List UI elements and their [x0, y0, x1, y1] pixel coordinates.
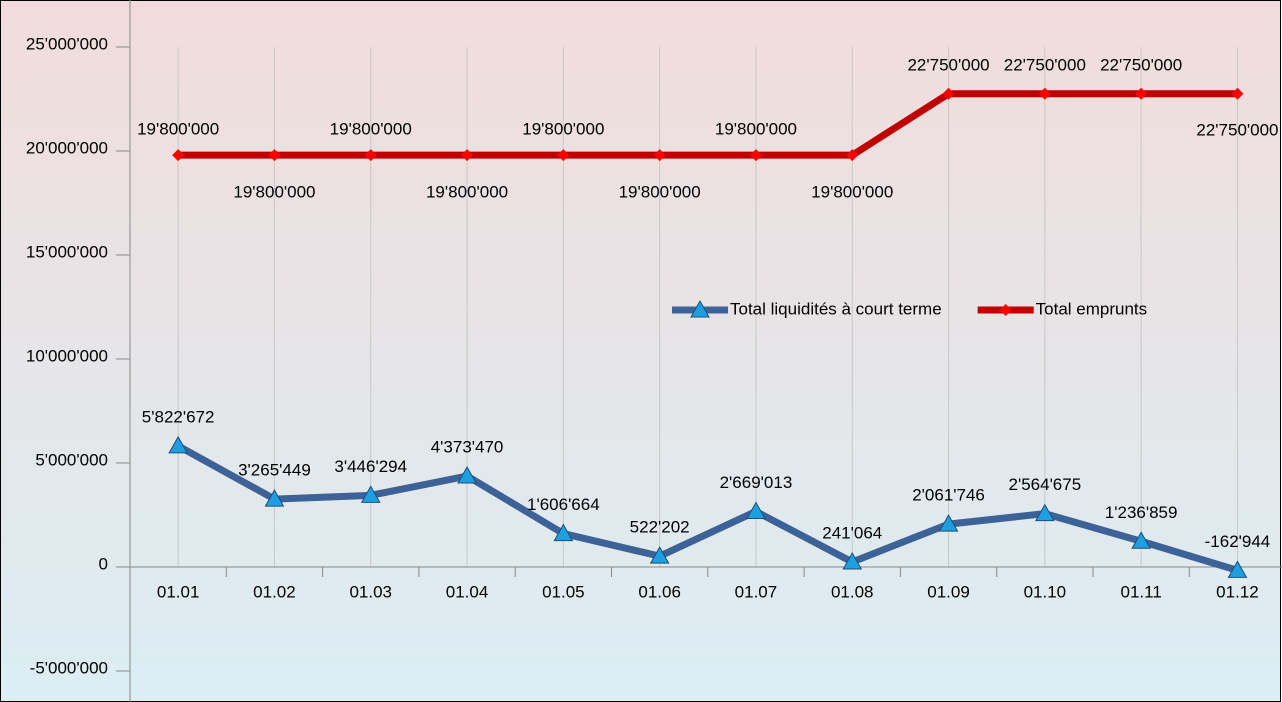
data-point [168, 435, 189, 454]
series-line [178, 90, 1238, 159]
x-tick-label: 01.10 [1024, 582, 1067, 601]
data-point [553, 523, 574, 542]
y-tick-label: 10'000'000 [26, 346, 108, 365]
data-point [1131, 531, 1152, 549]
y-tick-label: 15'000'000 [26, 242, 108, 261]
data-label: 19'800'000 [426, 183, 508, 202]
data-point [649, 546, 670, 564]
data-point [268, 149, 281, 162]
data-label: 4'373'470 [431, 438, 504, 457]
data-label: 1'236'859 [1105, 503, 1178, 522]
data-point [457, 466, 477, 484]
x-tick-label: 01.11 [1121, 582, 1162, 601]
x-tick-label: 01.06 [638, 582, 681, 601]
data-point [1135, 87, 1148, 100]
data-point [653, 149, 666, 162]
data-point [842, 551, 863, 570]
x-tick-label: 01.04 [446, 582, 489, 601]
data-point [1034, 503, 1055, 522]
data-point [461, 149, 474, 162]
data-point [749, 149, 762, 162]
data-label: 2'564'675 [1009, 475, 1082, 494]
data-label: 3'446'294 [334, 457, 407, 476]
data-label: 19'800'000 [522, 120, 604, 139]
y-tick-label: 20'000'000 [26, 138, 108, 157]
legend-label: Total liquidités à court terme [730, 299, 942, 318]
data-point [1038, 87, 1051, 100]
data-point [938, 514, 959, 532]
data-label: 1'606'664 [527, 495, 600, 514]
data-point [557, 149, 570, 162]
data-label: 19'800'000 [619, 183, 701, 202]
data-label: 3'265'449 [238, 461, 311, 480]
data-label: 19'800'000 [233, 183, 315, 202]
data-point [360, 485, 381, 503]
data-point [746, 501, 766, 519]
x-tick-label: 01.02 [253, 582, 296, 601]
legend-label: Total emprunts [1036, 299, 1148, 318]
data-label: 22'750'000 [1100, 55, 1182, 74]
data-point [942, 87, 955, 100]
data-label: 522'202 [630, 518, 690, 537]
series-line [176, 442, 1239, 574]
data-label: 2'061'746 [912, 486, 985, 505]
x-tick-label: 01.03 [349, 582, 392, 601]
data-label: 19'800'000 [811, 183, 893, 202]
x-tick-label: 01.12 [1216, 582, 1259, 601]
data-label: 22'750'000 [1196, 120, 1278, 139]
data-point [846, 149, 859, 162]
data-label: -162'944 [1205, 532, 1271, 551]
y-tick-label: 5'000'000 [35, 450, 108, 469]
data-label: 5'822'672 [142, 407, 215, 426]
data-label: 22'750'000 [1004, 55, 1086, 74]
data-point [172, 149, 185, 162]
y-tick-label: 0 [99, 554, 108, 573]
x-tick-label: 01.07 [735, 582, 778, 601]
x-tick-label: 01.09 [927, 582, 970, 601]
data-label: 22'750'000 [907, 55, 989, 74]
data-point [1227, 560, 1248, 578]
data-point [264, 489, 285, 507]
x-tick-label: 01.05 [542, 582, 585, 601]
y-tick-label: -5'000'000 [30, 658, 108, 677]
y-tick-label: 25'000'000 [26, 34, 108, 53]
data-label: 19'800'000 [137, 120, 219, 139]
data-point [364, 149, 377, 162]
data-label: 19'800'000 [715, 120, 797, 139]
data-label: 19'800'000 [330, 120, 412, 139]
data-label: 2'669'013 [720, 473, 793, 492]
x-tick-label: 01.01 [157, 582, 200, 601]
data-point [1231, 87, 1244, 100]
legend-marker [999, 304, 1012, 316]
data-label: 241'064 [822, 523, 882, 542]
x-tick-label: 01.08 [831, 582, 874, 601]
legend-marker [690, 299, 710, 318]
